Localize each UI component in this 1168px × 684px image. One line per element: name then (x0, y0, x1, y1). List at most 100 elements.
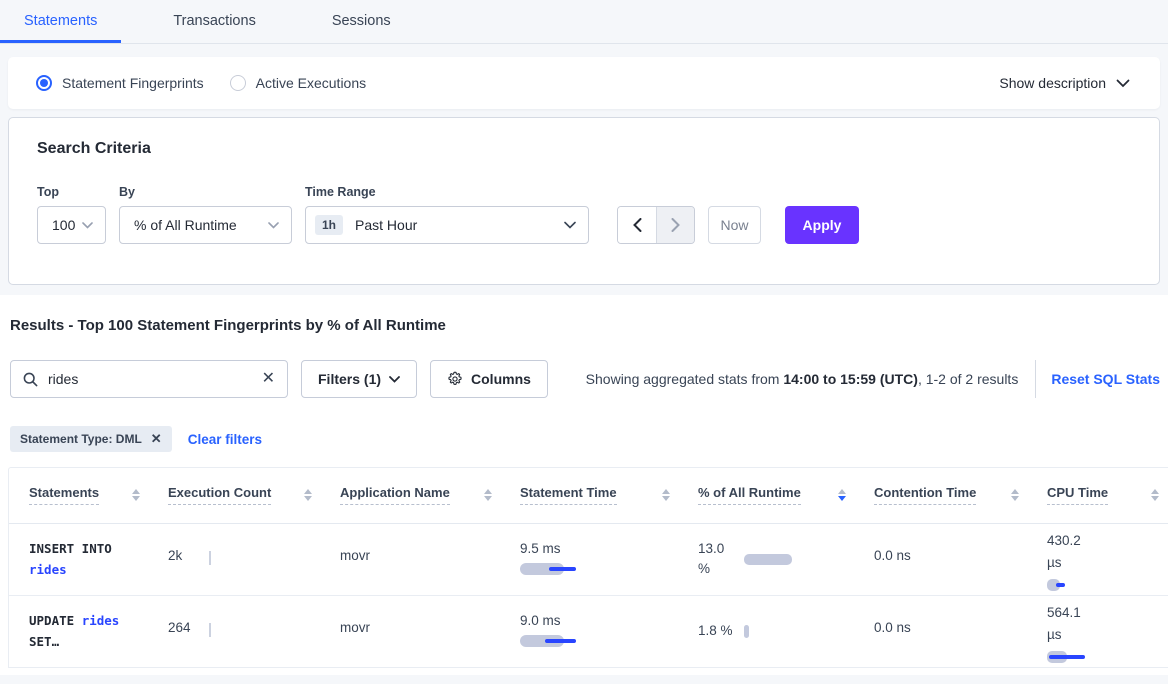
sort-icon[interactable] (1151, 489, 1159, 502)
table-header-row: Statements Execution Count Application N… (9, 468, 1168, 524)
contention-time-cell: 0.0 ns (874, 595, 1047, 668)
show-description-label: Show description (999, 75, 1106, 91)
pct-runtime-bar (744, 553, 792, 565)
time-window-nav (617, 206, 695, 244)
column-header-application-name[interactable]: Application Name (340, 468, 520, 524)
pct-runtime-cell: 1.8 % (698, 595, 874, 668)
aggregated-stats-text: Showing aggregated stats from 14:00 to 1… (585, 371, 1019, 387)
statement-time-cell: 9.0 ms (520, 595, 698, 668)
time-range-label: Time Range (305, 185, 376, 199)
execution-count-cell: 2k (168, 523, 340, 596)
reset-sql-stats-link[interactable]: Reset SQL Stats (1051, 371, 1160, 387)
statement-cell: INSERT INTO rides (9, 523, 168, 596)
statement-link[interactable]: rides (81, 612, 120, 628)
results-section: Results - Top 100 Statement Fingerprints… (0, 295, 1168, 675)
column-header-statements[interactable]: Statements (9, 468, 168, 524)
statements-table: Statements Execution Count Application N… (8, 467, 1168, 668)
table-row: INSERT INTO rides 2k movr 9.5 ms 13.0% 0.… (9, 523, 1168, 596)
chevron-down-icon (82, 221, 93, 229)
time-range-select[interactable]: 1h Past Hour (305, 206, 589, 244)
sort-icon[interactable] (304, 489, 312, 502)
view-toggle-bar: Statement Fingerprints Active Executions… (8, 57, 1160, 109)
tab-transactions[interactable]: Transactions (173, 12, 256, 29)
radio-active-executions[interactable]: Active Executions (229, 75, 367, 91)
tab-statements[interactable]: Statements (0, 1, 122, 43)
table-row: UPDATE rides SET… 264 movr 9.0 ms 1.8 % 0… (9, 595, 1168, 668)
chevron-right-icon (671, 218, 680, 232)
search-input[interactable] (48, 371, 262, 387)
statement-time-bar (520, 634, 698, 647)
now-button[interactable]: Now (708, 206, 761, 244)
columns-label: Columns (471, 371, 531, 387)
cpu-time-bar (1047, 578, 1168, 591)
active-filters-row: Statement Type: DML ✕ Clear filters (10, 426, 1168, 452)
search-criteria-card: Search Criteria Top 100 By % of All Runt… (8, 117, 1160, 285)
contention-time-cell: 0.0 ns (874, 523, 1047, 596)
clear-search-icon[interactable]: ✕ (261, 370, 275, 387)
top-select-value: 100 (52, 217, 76, 233)
results-controls: ✕ Filters (1) Columns Showing aggregated… (10, 360, 1160, 398)
statement-time-bar (520, 562, 698, 575)
cpu-time-cell: 430.2 µs (1047, 523, 1168, 596)
column-header-cpu-time[interactable]: CPU Time (1047, 468, 1168, 524)
radio-label: Active Executions (255, 75, 367, 91)
column-header-contention-time[interactable]: Contention Time (874, 468, 1047, 524)
statement-cell: UPDATE rides SET… (9, 595, 168, 668)
by-select[interactable]: % of All Runtime (119, 206, 292, 244)
chevron-down-icon (1116, 79, 1130, 87)
previous-window-button[interactable] (618, 207, 656, 243)
tab-sessions[interactable]: Sessions (331, 12, 391, 29)
cpu-time-cell: 564.1 µs (1047, 595, 1168, 668)
time-range-field: Time Range 1h Past Hour (305, 185, 589, 244)
radio-statement-fingerprints[interactable]: Statement Fingerprints (36, 75, 204, 91)
results-heading: Results - Top 100 Statement Fingerprints… (10, 317, 446, 334)
application-name-cell: movr (340, 523, 520, 596)
filter-chip-statement-type[interactable]: Statement Type: DML ✕ (10, 426, 172, 452)
columns-button[interactable]: Columns (430, 360, 548, 398)
sort-icon[interactable] (1011, 489, 1019, 502)
by-field: By % of All Runtime (119, 185, 292, 244)
vertical-divider (1035, 360, 1037, 398)
radio-label: Statement Fingerprints (62, 75, 204, 91)
top-tabbar: Statements Transactions Sessions (0, 0, 1168, 44)
filters-label: Filters (1) (318, 371, 382, 387)
next-window-button[interactable] (656, 207, 694, 243)
search-icon (23, 372, 38, 386)
chevron-down-icon (564, 221, 576, 229)
gear-icon (448, 371, 462, 385)
chevron-down-icon (268, 221, 279, 229)
sort-icon[interactable] (662, 489, 670, 502)
time-range-badge: 1h (315, 215, 344, 235)
sort-icon[interactable] (484, 489, 492, 502)
filter-chip-label: Statement Type: DML (20, 432, 142, 446)
application-name-cell: movr (340, 595, 520, 668)
chevron-down-icon (389, 375, 400, 383)
count-tick-bar (209, 622, 211, 637)
top-label: Top (37, 185, 59, 199)
pct-runtime-cell: 13.0% (698, 523, 874, 596)
top-field: Top 100 (37, 185, 106, 244)
statement-link[interactable]: rides (29, 561, 67, 577)
execution-count-cell: 264 (168, 595, 340, 668)
column-header-pct-all-runtime[interactable]: % of All Runtime (698, 468, 874, 524)
stats-area: Showing aggregated stats from 14:00 to 1… (586, 360, 1160, 398)
search-box: ✕ (10, 360, 288, 398)
by-label: By (119, 185, 135, 199)
radio-unselected-icon (229, 75, 246, 91)
chevron-left-icon (632, 218, 641, 232)
remove-filter-icon[interactable]: ✕ (150, 431, 162, 446)
column-header-statement-time[interactable]: Statement Time (520, 468, 698, 524)
sort-icon-active-desc[interactable] (838, 489, 846, 502)
count-tick-bar (209, 550, 211, 565)
column-header-execution-count[interactable]: Execution Count (168, 468, 340, 524)
top-select[interactable]: 100 (37, 206, 106, 244)
cpu-time-bar (1047, 650, 1168, 663)
apply-button[interactable]: Apply (785, 206, 859, 244)
filters-button[interactable]: Filters (1) (301, 360, 418, 398)
pct-runtime-bar (744, 624, 749, 638)
clear-filters-link[interactable]: Clear filters (187, 431, 262, 447)
sort-icon[interactable] (132, 489, 140, 502)
time-range-value: Past Hour (355, 217, 418, 233)
by-select-value: % of All Runtime (134, 217, 237, 233)
show-description-toggle[interactable]: Show description (999, 75, 1130, 91)
